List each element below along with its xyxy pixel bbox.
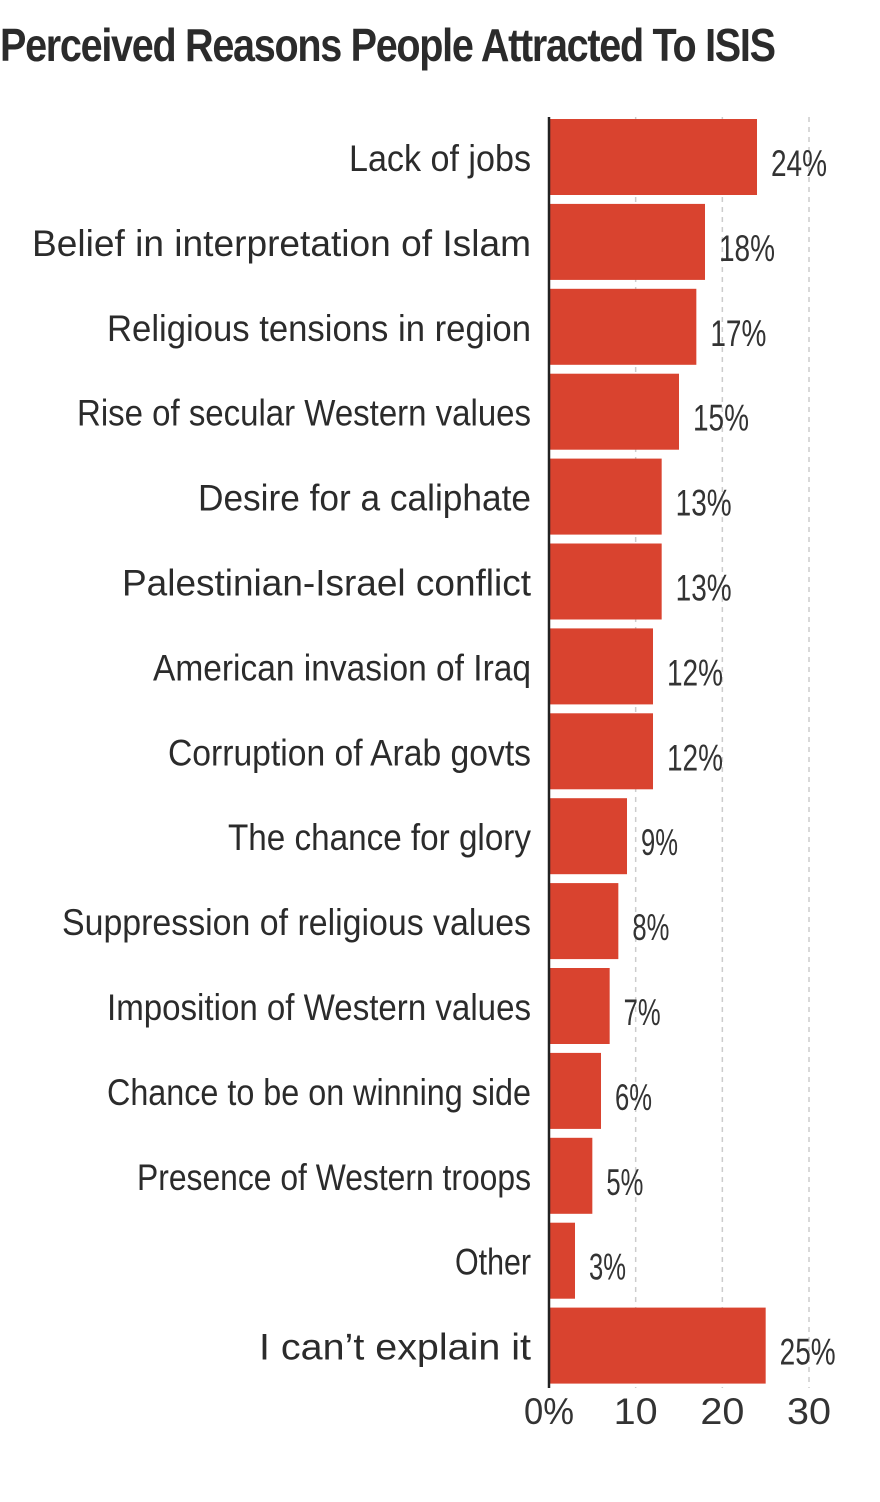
value-label: 17% [710, 313, 766, 354]
bar [549, 1307, 766, 1384]
value-label: 18% [719, 228, 775, 269]
bar [549, 458, 662, 535]
value-label: 7% [624, 992, 661, 1033]
bar [549, 798, 628, 875]
category-label: The chance for glory [228, 817, 531, 858]
value-label: 5% [606, 1162, 643, 1203]
value-label: 6% [615, 1077, 652, 1118]
category-label: Suppression of religious values [62, 902, 531, 943]
value-label: 24% [771, 143, 827, 184]
category-label: Rise of secular Western values [77, 393, 531, 434]
category-label: Lack of jobs [349, 138, 531, 179]
value-label: 12% [667, 737, 723, 778]
x-tick-label: 20 [700, 1391, 744, 1432]
category-label: Corruption of Arab govts [168, 732, 531, 773]
bar [549, 373, 680, 450]
value-label: 15% [693, 398, 749, 439]
label-layer: 0% 10 20 30 Lack of jobs 24% Belief in interpr… [32, 138, 836, 1432]
category-label: Other [455, 1242, 531, 1283]
bar [549, 288, 697, 365]
bar [549, 203, 706, 280]
value-label: 3% [589, 1247, 626, 1288]
x-tick-label: 30 [787, 1391, 831, 1432]
bar [549, 628, 654, 705]
category-label: Imposition of Western values [107, 987, 531, 1028]
value-label: 25% [780, 1332, 836, 1373]
category-label: American invasion of Iraq [153, 647, 531, 688]
value-label: 13% [676, 568, 732, 609]
category-label: Belief in interpretation of Islam [32, 223, 531, 264]
bar [549, 1052, 602, 1129]
category-label: Religious tensions in region [107, 308, 531, 349]
bar [549, 968, 610, 1044]
category-label: Palestinian-Israel conflict [122, 563, 532, 604]
value-label: 12% [667, 652, 723, 693]
x-tick-label: 10 [614, 1391, 658, 1432]
category-label: I can’t explain it [259, 1327, 532, 1368]
bar [549, 543, 662, 620]
category-label: Desire for a caliphate [198, 478, 531, 519]
bar [549, 1137, 593, 1214]
x-tick-label: 0% [524, 1391, 574, 1432]
category-label: Presence of Western troops [137, 1157, 531, 1198]
bar [549, 1222, 576, 1299]
bar [549, 883, 619, 960]
value-label: 9% [641, 822, 678, 863]
bar-layer [549, 119, 766, 1384]
chart-title: Perceived Reasons People Attracted To IS… [0, 19, 776, 71]
value-label: 13% [676, 483, 732, 524]
bar [549, 119, 758, 195]
bar [549, 713, 654, 790]
value-label: 8% [632, 907, 669, 948]
category-label: Chance to be on winning side [107, 1072, 531, 1113]
